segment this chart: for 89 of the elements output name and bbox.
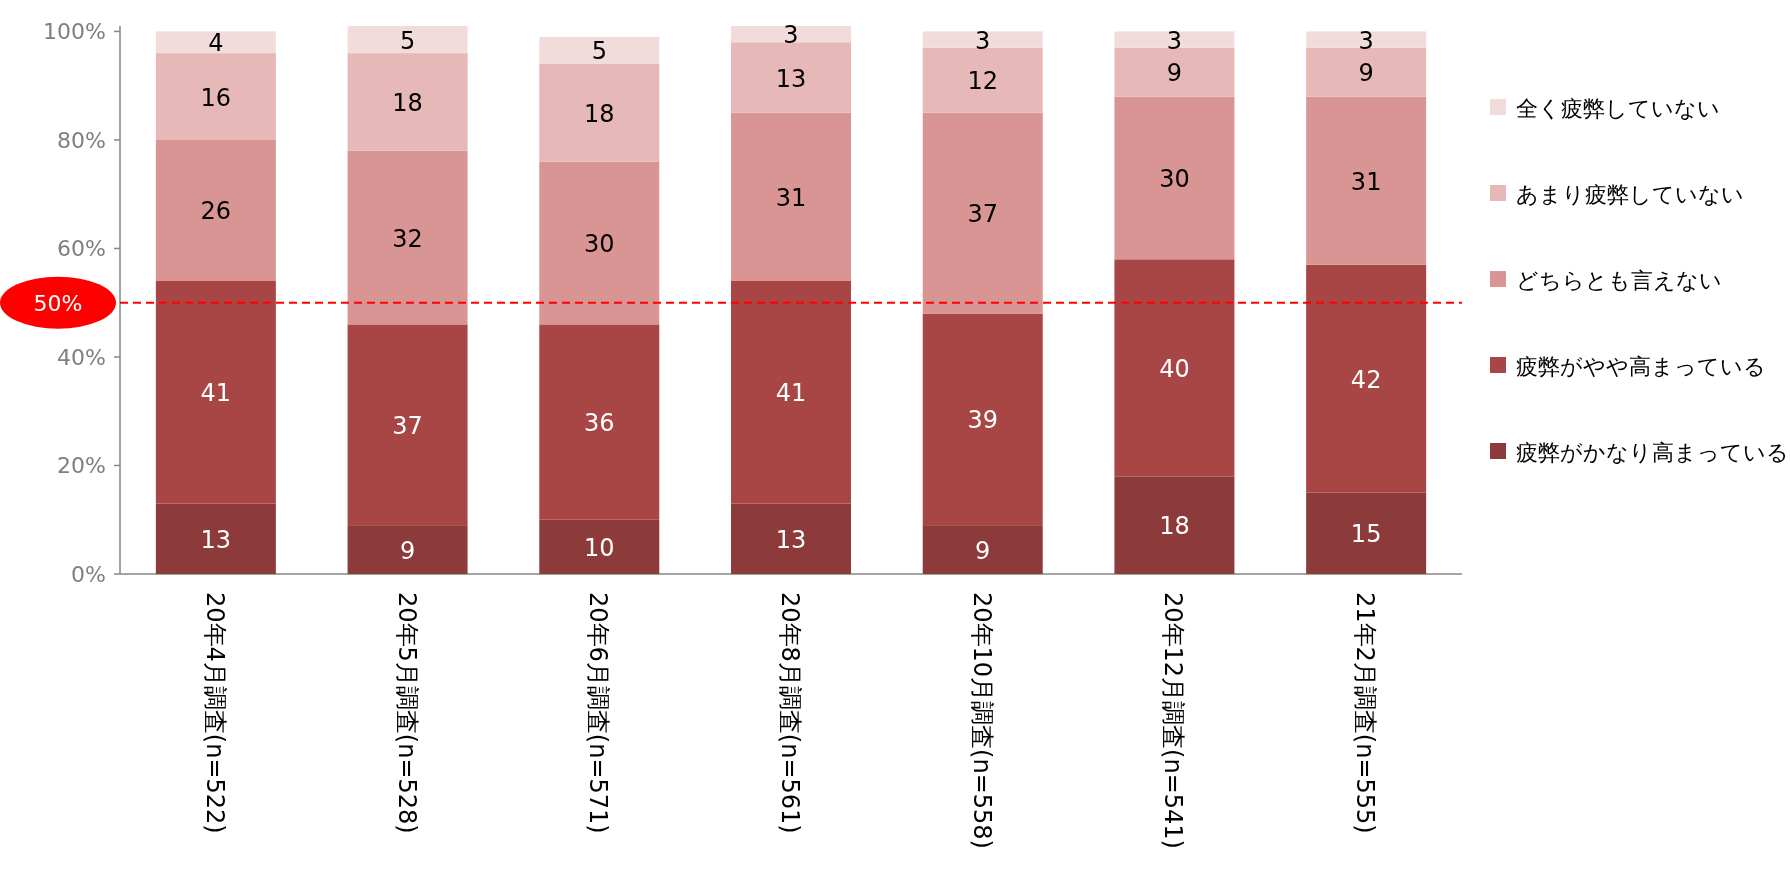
y-tick-label: 80% (57, 127, 106, 153)
legend-label: あまり疲弊していない (1516, 182, 1744, 207)
bar (1114, 259, 1235, 477)
data-label: 4 (208, 29, 224, 58)
data-label: 40 (1159, 354, 1190, 383)
y-tick-label: 0% (71, 562, 106, 587)
legend-label: 疲弊がやや高まっている (1516, 354, 1766, 379)
bar (731, 26, 851, 43)
bar (731, 281, 851, 504)
bar (922, 31, 1043, 48)
legend-label: 疲弊がかなり高まっている (1516, 440, 1789, 465)
bar (1114, 31, 1235, 48)
x-tick-label: 21年2月調査(n=555) (1351, 592, 1380, 834)
data-label: 5 (591, 37, 607, 66)
data-label: 13 (775, 525, 807, 554)
bar (155, 281, 276, 504)
data-label: 10 (584, 533, 615, 562)
bar (155, 503, 276, 574)
x-tick-label: 20年4月調査(n=522) (200, 592, 229, 834)
data-label: 41 (200, 379, 232, 408)
y-tick-label: 100% (43, 19, 106, 45)
bar (1114, 96, 1235, 260)
data-label: 42 (1350, 365, 1382, 394)
data-label: 13 (200, 525, 232, 554)
legend-label: どちらとも言えない (1516, 268, 1722, 293)
data-label: 9 (1358, 59, 1374, 88)
x-tick-label: 20年5月調査(n=528) (392, 592, 421, 834)
bar (1306, 492, 1427, 574)
bar (1114, 47, 1235, 97)
bar (539, 161, 660, 325)
data-label: 30 (584, 230, 615, 259)
bar (155, 53, 276, 140)
bar (1306, 47, 1427, 97)
data-label: 30 (1159, 164, 1190, 193)
bar (1306, 96, 1427, 265)
x-tick-label: 20年8月調査(n=561) (776, 592, 804, 834)
data-label: 31 (1350, 167, 1382, 196)
data-label: 3 (975, 26, 991, 55)
x-tick-label: 20年10月調査(n=558) (967, 592, 996, 849)
data-label: 16 (200, 83, 232, 112)
bar (922, 313, 1043, 526)
bar (731, 42, 851, 113)
bar (347, 53, 468, 151)
data-label: 9 (975, 536, 991, 565)
data-label: 9 (1166, 59, 1183, 88)
bar (922, 47, 1043, 113)
bar (347, 26, 468, 54)
bar (922, 525, 1043, 574)
data-label: 18 (1159, 512, 1190, 541)
legend-label: 全く疲弊していない (1516, 96, 1720, 121)
data-label: 3 (1358, 26, 1374, 55)
bar (1114, 476, 1235, 574)
data-label: 37 (967, 200, 998, 229)
bar (539, 519, 660, 574)
y-tick-label: 40% (57, 344, 106, 370)
bar (731, 112, 851, 282)
x-tick-label: 20年12月調査(n=541) (1159, 592, 1188, 849)
y-tick-label: 60% (57, 236, 106, 262)
bar (347, 324, 468, 526)
data-label: 36 (584, 409, 615, 438)
data-label: 41 (775, 379, 807, 408)
data-label: 3 (1166, 26, 1183, 55)
data-label: 37 (392, 411, 423, 440)
data-label: 3 (783, 21, 799, 50)
data-label: 39 (967, 406, 998, 435)
data-label: 15 (1350, 520, 1382, 549)
bar (731, 503, 851, 574)
bar (539, 36, 660, 64)
ref-line-label: 50% (33, 290, 83, 316)
data-label: 12 (967, 67, 998, 96)
data-label: 5 (399, 26, 416, 55)
data-label: 18 (584, 99, 615, 128)
y-tick-label: 20% (57, 453, 106, 479)
x-tick-label: 20年6月調査(n=571) (584, 592, 613, 834)
data-label: 13 (775, 64, 807, 93)
data-label: 9 (399, 536, 416, 565)
data-label: 18 (392, 88, 423, 117)
data-label: 26 (200, 197, 232, 226)
bar (347, 525, 468, 574)
bar (922, 112, 1043, 314)
bar (539, 63, 660, 162)
bar (347, 150, 468, 325)
data-label: 31 (775, 183, 807, 212)
data-label: 32 (392, 224, 423, 253)
bar (1306, 264, 1427, 493)
bar (539, 324, 660, 520)
bar (1306, 31, 1427, 48)
bar (155, 31, 276, 54)
bar (155, 139, 276, 282)
